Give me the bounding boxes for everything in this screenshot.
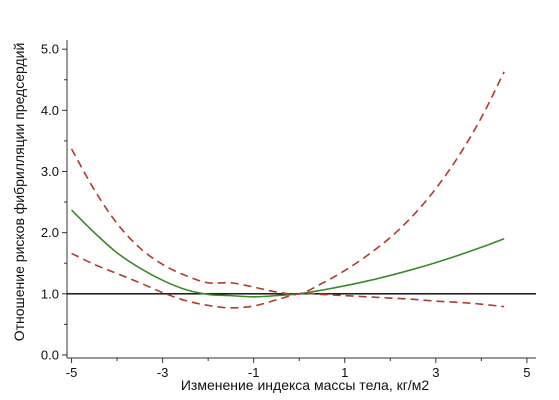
y-tick-label: 3.0	[41, 164, 59, 179]
x-axis-ticks: -5 -3 -1 1 3 5	[66, 358, 531, 380]
x-tick-label: 1	[341, 365, 348, 380]
y-tick-label: 1.0	[41, 286, 59, 301]
plot-area: 0.0 1.0 2.0 3.0 4.0 5.0 -5 -3 -1 1 3 5	[41, 40, 536, 380]
y-axis-ticks: 0.0 1.0 2.0 3.0 4.0 5.0	[41, 42, 67, 362]
x-tick-label: 5	[523, 365, 530, 380]
upper-ci-line	[70, 71, 505, 296]
y-tick-label: 0.0	[41, 347, 59, 362]
series-layer	[70, 71, 505, 309]
lower-ci-line	[71, 252, 505, 309]
x-tick-label: 3	[432, 365, 439, 380]
x-tick-label: -3	[157, 365, 169, 380]
x-axis-title: Изменение индекса массы тела, кг/м2	[181, 377, 430, 393]
y-tick-label: 5.0	[41, 42, 59, 57]
estimate-line	[70, 209, 505, 298]
y-tick-label: 2.0	[41, 225, 59, 240]
y-tick-label: 4.0	[41, 103, 59, 118]
y-axis-title: Отношение рисков фибрилляции предсердий	[11, 43, 27, 342]
x-tick-label: -5	[66, 365, 78, 380]
x-tick-label: -1	[248, 365, 260, 380]
